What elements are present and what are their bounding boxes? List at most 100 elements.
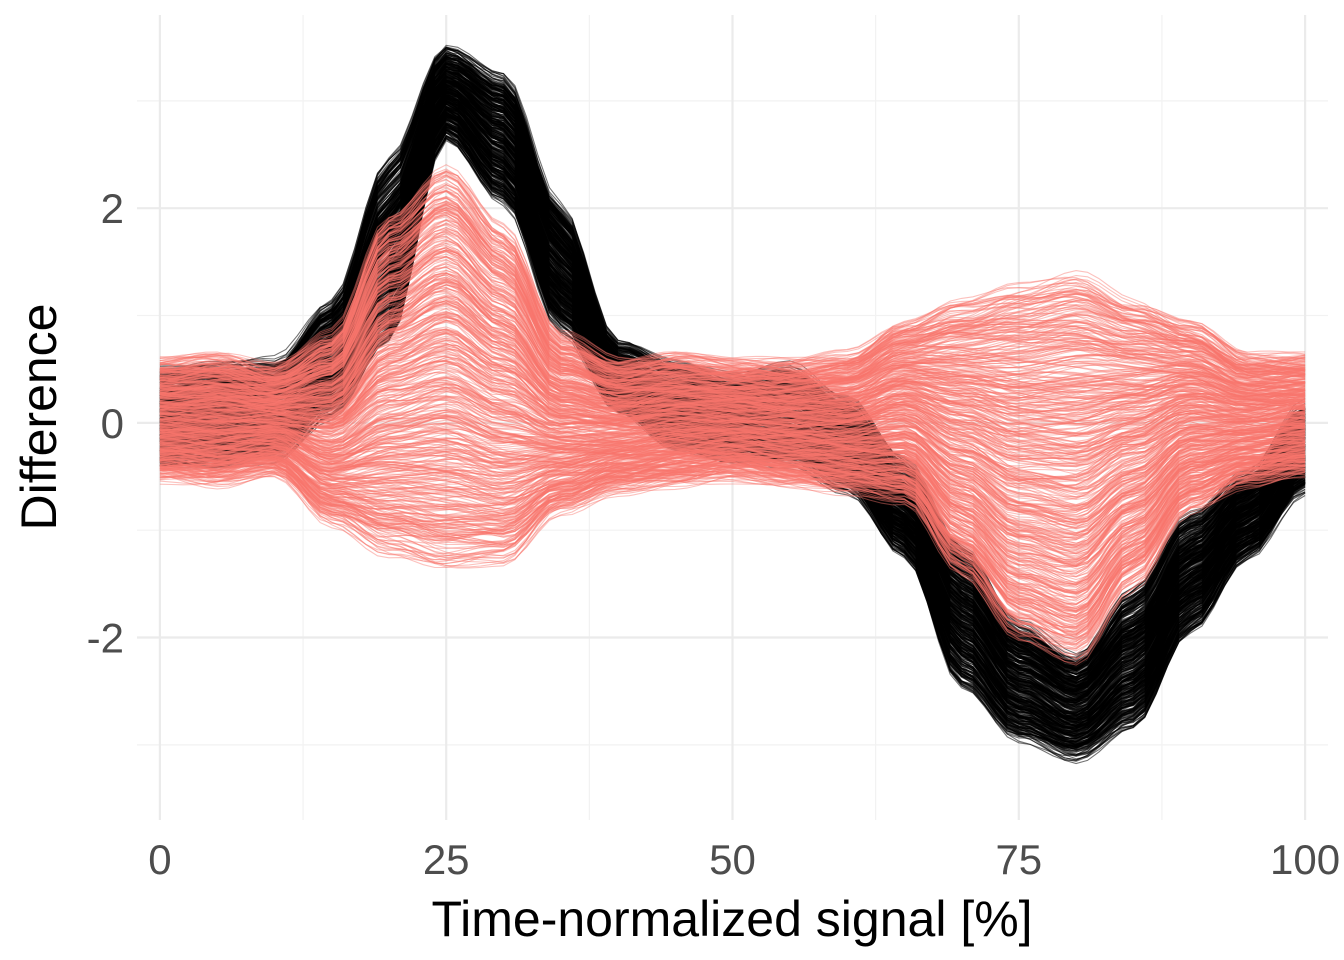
curve-line [159, 439, 1306, 559]
curve-line [159, 209, 1306, 388]
curve-line [159, 233, 1306, 392]
curve-line [159, 411, 1306, 510]
series-2 [159, 164, 1306, 666]
curve-line [159, 303, 1306, 416]
curve-line [159, 298, 1306, 404]
curve-line [159, 461, 1306, 636]
curve-line [159, 456, 1306, 636]
curve-line [159, 200, 1306, 379]
curve-line [159, 415, 1306, 523]
curve-line [159, 249, 1306, 398]
curve-line [159, 354, 1306, 461]
curve-line [159, 414, 1306, 524]
curve-line [159, 363, 1306, 452]
curve-line [159, 431, 1306, 535]
curve-line [159, 417, 1306, 514]
curve-line [159, 457, 1306, 639]
curve-line [159, 466, 1306, 659]
curve-line [159, 438, 1306, 565]
curve-line [159, 70, 1306, 675]
curve-line [159, 350, 1306, 468]
curve-line [159, 422, 1306, 521]
curve-line [159, 437, 1306, 555]
curve-line [159, 184, 1306, 375]
curve-line [159, 329, 1306, 424]
curve-line [159, 175, 1306, 377]
curve-line [159, 208, 1306, 379]
curve-line [159, 219, 1306, 391]
curve-line [159, 102, 1306, 738]
curve-line [159, 63, 1306, 664]
curve-line [159, 196, 1306, 386]
curve-line [159, 406, 1306, 520]
curve-line [159, 337, 1306, 433]
curve-line [159, 454, 1306, 617]
curve-line [159, 450, 1306, 618]
curve-line [159, 463, 1306, 657]
curve-line [159, 284, 1306, 405]
x-tick-label: 100 [1270, 836, 1340, 883]
curve-line [159, 274, 1306, 404]
curve-line [159, 307, 1306, 414]
curve-line [159, 249, 1306, 393]
curve-line [159, 372, 1306, 481]
curve-line [159, 255, 1306, 396]
curve-line [159, 272, 1306, 399]
curve-line [159, 456, 1306, 628]
curve-line [159, 460, 1306, 627]
curve-line [159, 415, 1306, 511]
curve-line [159, 214, 1306, 382]
curve-line [159, 228, 1306, 390]
curve-line [159, 270, 1306, 404]
curve-line [159, 209, 1306, 382]
curve-line [159, 55, 1306, 679]
curve-line [159, 313, 1306, 411]
curve-line [159, 239, 1306, 391]
curve-line [159, 340, 1306, 460]
curve-line [159, 316, 1306, 415]
curve-line [159, 190, 1306, 377]
curve-line [159, 386, 1306, 482]
curve-line [159, 382, 1306, 470]
curve-line [159, 226, 1306, 387]
curve-line [159, 315, 1306, 421]
curve-line [159, 250, 1306, 400]
curve-line [159, 452, 1306, 622]
curve-line [159, 281, 1306, 400]
curve-line [159, 453, 1306, 612]
curve-line [159, 440, 1306, 563]
curve-line [159, 351, 1306, 465]
curve-line [159, 249, 1306, 400]
curve-line [159, 346, 1306, 461]
curve-line [159, 403, 1306, 516]
curve-line [159, 299, 1306, 422]
curve-line [159, 253, 1306, 391]
curve-line [159, 224, 1306, 388]
curve-line [159, 436, 1306, 567]
curve-line [159, 443, 1306, 585]
curve-line [159, 201, 1306, 383]
curve-line [159, 461, 1306, 628]
curve-line [159, 443, 1306, 573]
curve-line [159, 256, 1306, 395]
curve-line [159, 57, 1306, 672]
curve-line [159, 278, 1306, 404]
curve-line [159, 106, 1306, 741]
curve-line [159, 448, 1306, 596]
curve-line [159, 333, 1306, 447]
curve-line [159, 209, 1306, 386]
curve-line [159, 423, 1306, 521]
curve-line [159, 310, 1306, 410]
curve-line [159, 278, 1306, 403]
curve-line [159, 196, 1306, 380]
curve-line [159, 195, 1306, 377]
curve-line [159, 296, 1306, 410]
curve-line [159, 425, 1306, 534]
curve-line [159, 208, 1306, 386]
curve-line [159, 444, 1306, 595]
curve-line [159, 424, 1306, 518]
curve-line [159, 317, 1306, 423]
curve-line [159, 289, 1306, 404]
curve-line [159, 184, 1306, 373]
curve-line [159, 375, 1306, 458]
